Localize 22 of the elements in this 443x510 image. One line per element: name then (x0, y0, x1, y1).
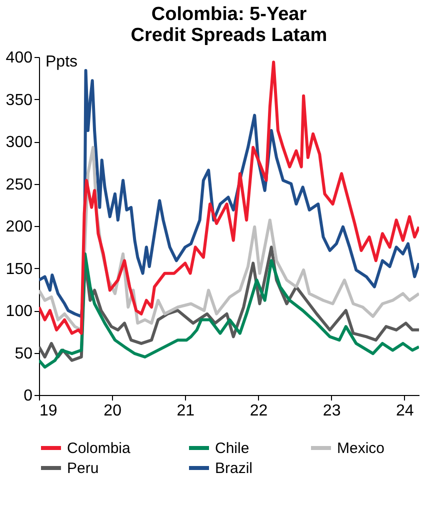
legend-label: Colombia (67, 440, 132, 457)
legend-label: Mexico (337, 440, 385, 457)
x-tick-label: 21 (176, 402, 195, 420)
y-tick-label: 400 (6, 50, 33, 66)
y-tick-label: 250 (6, 176, 33, 194)
y-tick-label: 300 (6, 134, 33, 151)
chart-title: Colombia: 5-Year Credit Spreads Latam (130, 4, 328, 46)
x-tick-label: 23 (322, 402, 341, 420)
y-tick-label: 150 (6, 260, 33, 278)
x-tick-label: 20 (104, 402, 122, 420)
legend-label: Brazil (215, 460, 253, 477)
y-tick-label: 100 (6, 303, 33, 320)
x-tick-label: 19 (40, 402, 58, 420)
y-tick-label: 200 (6, 218, 33, 236)
y-axis-title: Ppts (46, 54, 78, 70)
y-tick-label: 350 (6, 92, 33, 109)
y-tick-label: 50 (14, 345, 33, 362)
legend-label: Peru (67, 460, 99, 477)
y-tick-label: 0 (24, 388, 33, 404)
x-tick-label: 24 (396, 402, 414, 420)
x-tick-label: 22 (250, 402, 268, 420)
legend-label: Chile (215, 440, 250, 457)
